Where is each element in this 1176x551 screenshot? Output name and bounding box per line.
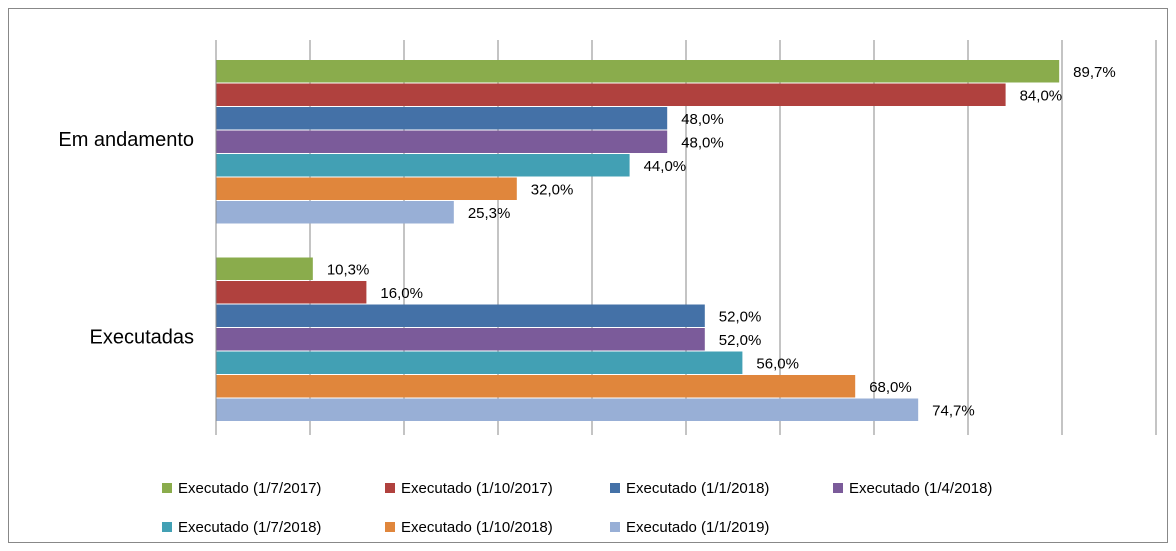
legend-swatch [162,483,172,493]
bar [216,257,313,280]
bar [216,304,705,327]
value-label: 68,0% [869,379,912,396]
legend-swatch [610,522,620,532]
category-label: Executadas [89,327,194,349]
legend-swatch [162,522,172,532]
legend-swatch [610,483,620,493]
category-label: Em andamento [58,129,194,151]
bar [216,177,517,200]
value-label: 44,0% [644,158,687,175]
legend-label: Executado (1/10/2018) [401,519,553,536]
bar [216,83,1006,106]
legend-label: Executado (1/1/2018) [626,480,769,497]
legend-swatch [385,483,395,493]
value-label: 25,3% [468,205,511,222]
value-label: 74,7% [932,403,975,420]
legend-swatch [385,522,395,532]
bar [216,60,1060,83]
legend-label: Executado (1/7/2017) [178,480,321,497]
bar [216,351,743,374]
legend-label: Executado (1/4/2018) [849,480,992,497]
value-label: 84,0% [1020,88,1063,105]
bar [216,328,705,351]
value-label: 32,0% [531,182,574,199]
bar [216,375,856,398]
bar [216,107,668,130]
legend-swatch [833,483,843,493]
bar [216,130,668,153]
bar [216,281,367,304]
value-label: 16,0% [380,285,423,302]
bar [216,398,919,421]
value-label: 48,0% [681,111,724,128]
value-label: 89,7% [1073,64,1116,81]
value-label: 52,0% [719,309,762,326]
value-label: 48,0% [681,135,724,152]
legend-label: Executado (1/7/2018) [178,519,321,536]
value-label: 10,3% [327,262,370,279]
bar [216,154,630,177]
legend-label: Executado (1/10/2017) [401,480,553,497]
value-label: 52,0% [719,332,762,349]
bar [216,201,454,224]
value-label: 56,0% [756,356,799,373]
legend-label: Executado (1/1/2019) [626,519,769,536]
